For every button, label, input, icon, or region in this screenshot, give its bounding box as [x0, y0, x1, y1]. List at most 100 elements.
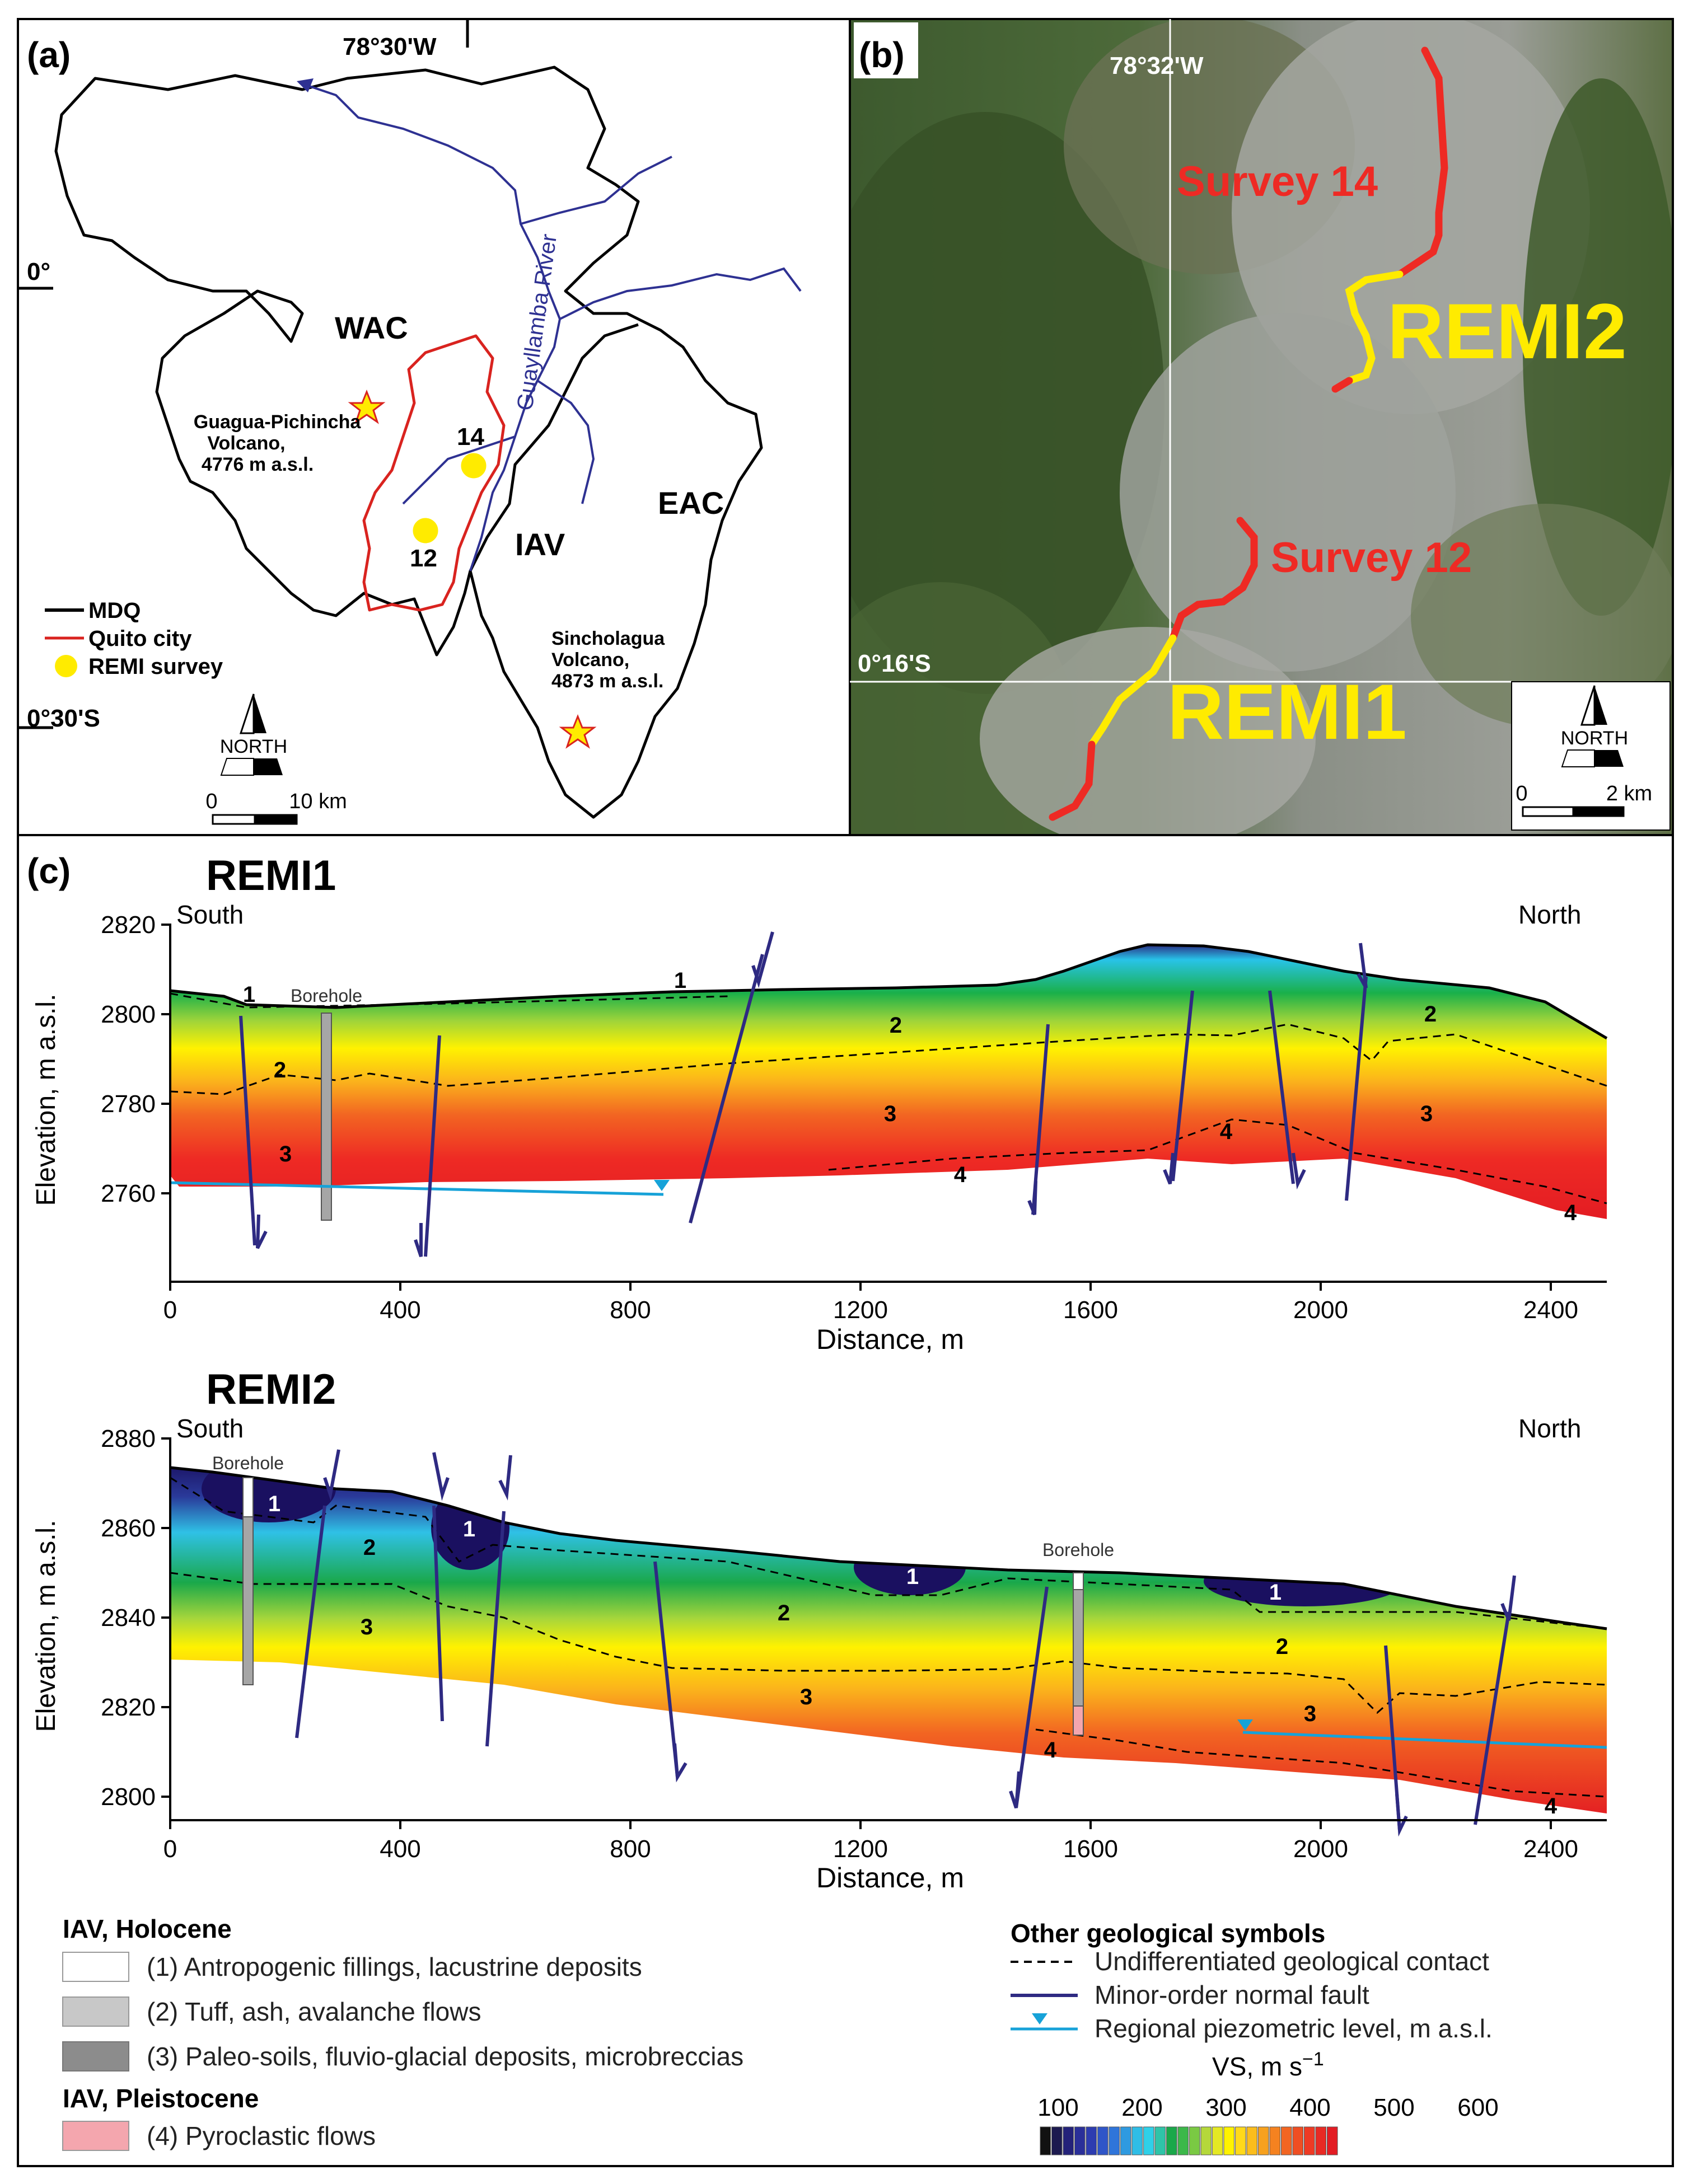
colorbar-cell	[1040, 2126, 1051, 2155]
remi2-borehole-north-label: Borehole	[1042, 1540, 1114, 1560]
scale-b-black	[1572, 806, 1625, 817]
colorbar-cell	[1189, 2126, 1200, 2155]
river-branch-2	[520, 156, 672, 225]
colorbar-cell	[1154, 2126, 1166, 2155]
remi1-fault	[424, 1035, 441, 1257]
remi1-unit-label: 2	[274, 1058, 286, 1082]
legend-remi-label: REMI survey	[88, 654, 223, 679]
legend-piezo-label: Regional piezometric level, m a.s.l.	[1095, 2014, 1493, 2043]
eac-label: EAC	[658, 485, 724, 521]
legend-remi-swatch	[55, 655, 77, 677]
scale-a-10: 10 km	[289, 790, 347, 813]
remi2-fault	[432, 1505, 444, 1722]
sincholagua-line-1: Sincholagua	[551, 628, 665, 649]
colorbar-cell	[1315, 2126, 1326, 2155]
remi2-ytick-label: 2840	[101, 1604, 156, 1632]
colorbar-cell	[1304, 2126, 1315, 2155]
north-b-label: NORTH	[1561, 728, 1628, 749]
north-arrow-a-right	[254, 694, 266, 733]
sincholagua-line-3: 4873 m a.s.l.	[551, 671, 663, 692]
remi1-fault	[1268, 990, 1295, 1184]
colorbar-cell	[1200, 2126, 1212, 2155]
sat-urban-north	[1232, 19, 1590, 414]
colorbar-cell	[1212, 2126, 1223, 2155]
remi1-x-ticks: 0 400 800 1200 1600 2000 2400	[163, 1282, 1578, 1324]
remi1-fault	[1345, 976, 1368, 1201]
colorbar-cell	[1166, 2126, 1177, 2155]
remi1-fault	[239, 1015, 256, 1246]
remi1-piezometric-marker	[654, 1180, 670, 1191]
vs-tick: 500	[1373, 2094, 1414, 2121]
remi2-xtick-label: 0	[163, 1835, 177, 1863]
remi1-contact-1-2	[170, 992, 728, 1009]
remi2-piezometric-marker	[1237, 1719, 1253, 1731]
remi1-unit-label: 4	[954, 1163, 967, 1187]
remi2-x-ticks: 0 400 800 1200 1600 2000 2400	[163, 1820, 1578, 1863]
remi1-xtick-label: 2000	[1293, 1296, 1348, 1324]
north-base-a-black	[254, 758, 283, 775]
remi1-ylabel: Elevation, m a.s.l.	[31, 994, 61, 1206]
vs-tick: 200	[1121, 2094, 1162, 2121]
colorbar-cell	[1235, 2126, 1246, 2155]
river-branch-3	[536, 379, 595, 504]
colorbar-cell	[1131, 2126, 1143, 2155]
guagua-line-2: Volcano,	[207, 433, 285, 454]
remi2-ground-surface	[170, 1466, 1607, 1630]
remi2-borehole-south-label: Borehole	[212, 1453, 284, 1473]
scale-b-white	[1522, 806, 1574, 817]
remi2-track	[1345, 270, 1404, 385]
legend-fault-label: Minor-order normal fault	[1095, 1980, 1369, 2009]
guagua-line-3: 4776 m a.s.l.	[202, 454, 314, 475]
remi2-unit-label: 2	[363, 1535, 376, 1560]
north-base-b-white	[1561, 749, 1595, 767]
legend-swatch-2	[62, 1996, 129, 2027]
legend-item-1: (1) Antropogenic fillings, lacustrine de…	[147, 1952, 642, 1981]
remi1-fault-arrow	[256, 1214, 268, 1249]
vs-tick: 600	[1457, 2094, 1498, 2121]
scale-bar-a: 0 10 km	[205, 790, 347, 825]
colorbar-cell	[1086, 2126, 1097, 2155]
remi1-unit-label: 1	[674, 968, 686, 993]
colorbar-cell	[1097, 2126, 1109, 2155]
scale-bar-b: 0 2 km	[1516, 782, 1652, 817]
remi2-fault	[295, 1505, 326, 1738]
scale-a-white	[212, 814, 256, 825]
panel-b-label-bg	[854, 22, 918, 78]
colorbar-cell	[1063, 2126, 1074, 2155]
remi2-contact-1-2	[170, 1477, 1607, 1630]
legend-quito-label: Quito city	[88, 626, 192, 651]
remi2-ytick-label: 2820	[101, 1694, 156, 1721]
remi2-unit-labels: 1 1 1 1 2 2 2 3 3 3 4 4	[268, 1492, 1558, 1819]
sat-urban-south	[980, 627, 1316, 835]
remi2-ytick-label: 2880	[101, 1425, 156, 1452]
legend-piezo-marker	[1032, 2013, 1047, 2024]
remi2-fault-arrow	[673, 1743, 688, 1783]
north-arrow-a: NORTH	[220, 693, 287, 776]
remi1-faults	[239, 931, 1368, 1257]
legend-swatch-1	[62, 1952, 129, 1982]
remi2-fault	[1474, 1611, 1510, 1825]
remi2-xtick-label: 400	[380, 1835, 420, 1863]
scale-b-2: 2 km	[1606, 782, 1652, 805]
vs-tick: 100	[1037, 2094, 1078, 2121]
panel-b: (b) 78°32'W 0°16'S Survey 14 REMI2 Surve…	[849, 18, 1674, 836]
remi2-xtick-label: 800	[610, 1835, 651, 1863]
survey-12-track-south	[1049, 741, 1096, 821]
remi2-xtick-label: 2000	[1293, 1835, 1348, 1863]
remi1-fault-arrow	[1027, 1180, 1037, 1216]
colorbar-cell	[1051, 2126, 1063, 2155]
river-arrow	[297, 78, 314, 92]
remi1-south: South	[176, 900, 244, 929]
remi1-xtick-label: 800	[610, 1296, 651, 1324]
sat-mountain-west	[850, 112, 1164, 694]
remi2-unit-label: 2	[1276, 1634, 1288, 1659]
iav-label: IAV	[515, 527, 565, 562]
remi2-north: North	[1518, 1414, 1581, 1443]
colorbar-cell	[1120, 2126, 1131, 2155]
remi1-xtick-label: 1600	[1063, 1296, 1118, 1324]
remi2-unit-label: 4	[1545, 1794, 1558, 1819]
remi1-xtick-label: 1200	[833, 1296, 888, 1324]
remi2-unit-label: 2	[778, 1601, 790, 1625]
remi2-label-b: REMI2	[1387, 287, 1627, 375]
panel-c-label: (c)	[27, 851, 71, 891]
